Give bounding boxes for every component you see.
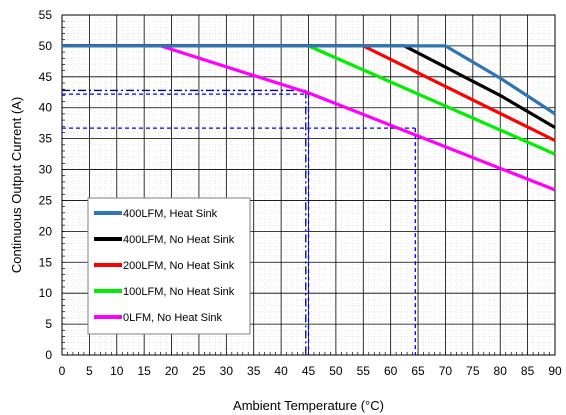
x-tick-label: 65 bbox=[411, 364, 425, 378]
x-tick-label: 70 bbox=[439, 364, 453, 378]
x-tick-label: 20 bbox=[165, 364, 179, 378]
y-tick-label: 10 bbox=[39, 286, 53, 300]
x-tick-label: 75 bbox=[466, 364, 480, 378]
y-tick-label: 30 bbox=[39, 163, 53, 177]
x-tick-label: 10 bbox=[110, 364, 124, 378]
legend-label: 100LFM, No Heat Sink bbox=[123, 286, 235, 298]
series-line-400lfm-heat-sink bbox=[62, 44, 556, 116]
legend-label: 0LFM, No Heat Sink bbox=[123, 312, 223, 324]
legend-item: 400LFM, No Heat Sink bbox=[94, 234, 235, 246]
y-axis-title: Continuous Output Current (A) bbox=[9, 97, 24, 273]
y-tick-label: 55 bbox=[39, 8, 53, 22]
x-tick-label: 0 bbox=[59, 364, 66, 378]
x-tick-label: 90 bbox=[548, 364, 562, 378]
x-tick-label: 35 bbox=[247, 364, 261, 378]
y-axis-tick-labels: 0 5 10 15 20 25 30 35 40 45 50 55 bbox=[39, 8, 53, 362]
x-tick-label: 80 bbox=[494, 364, 508, 378]
x-tick-label: 40 bbox=[274, 364, 288, 378]
legend-item: 400LFM, Heat Sink bbox=[94, 208, 218, 220]
y-tick-label: 45 bbox=[39, 70, 53, 84]
series-lines bbox=[62, 44, 556, 192]
x-axis-title: Ambient Temperature (°C) bbox=[233, 398, 384, 413]
legend-label: 200LFM, No Heat Sink bbox=[123, 260, 235, 272]
x-tick-label: 25 bbox=[192, 364, 206, 378]
x-axis-tick-labels: 0 5 10 15 20 25 30 35 40 45 50 55 60 65 70 75 80 85 90 bbox=[59, 364, 562, 378]
x-tick-label: 5 bbox=[86, 364, 93, 378]
x-tick-label: 55 bbox=[357, 364, 371, 378]
y-tick-label: 20 bbox=[39, 224, 53, 238]
y-tick-label: 40 bbox=[39, 101, 53, 115]
y-tick-label: 25 bbox=[39, 193, 53, 207]
y-tick-label: 35 bbox=[39, 132, 53, 146]
legend-label: 400LFM, No Heat Sink bbox=[123, 234, 235, 246]
x-tick-label: 85 bbox=[521, 364, 535, 378]
y-tick-label: 15 bbox=[39, 255, 53, 269]
y-tick-label: 0 bbox=[45, 348, 52, 362]
x-tick-label: 30 bbox=[220, 364, 234, 378]
legend: 400LFM, Heat Sink 400LFM, No Heat Sink 200… bbox=[87, 197, 251, 335]
minor-tick-marks bbox=[61, 14, 556, 356]
y-tick-label: 50 bbox=[39, 39, 53, 53]
reference-lines bbox=[62, 89, 416, 355]
legend-label: 400LFM, Heat Sink bbox=[123, 208, 218, 220]
legend-item: 0LFM, No Heat Sink bbox=[94, 312, 223, 324]
x-tick-label: 15 bbox=[137, 364, 151, 378]
x-tick-label: 50 bbox=[329, 364, 343, 378]
x-tick-label: 60 bbox=[384, 364, 398, 378]
legend-item: 100LFM, No Heat Sink bbox=[94, 286, 235, 298]
legend-item: 200LFM, No Heat Sink bbox=[94, 260, 235, 272]
x-tick-label: 45 bbox=[302, 364, 316, 378]
y-tick-label: 5 bbox=[45, 317, 52, 331]
